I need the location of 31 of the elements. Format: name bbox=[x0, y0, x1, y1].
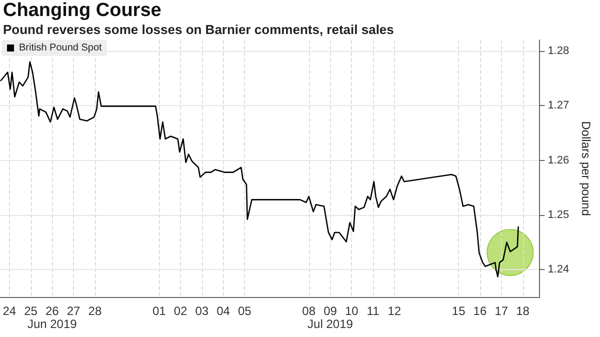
x-tick-label: 25 bbox=[24, 304, 38, 318]
chart-subtitle: Pound reverses some losses on Barnier comments, retail sales bbox=[3, 22, 394, 37]
x-tick-label: 27 bbox=[66, 304, 81, 318]
y-tick-label: 1.24 bbox=[548, 264, 570, 276]
x-tick-label: 03 bbox=[195, 304, 209, 318]
x-tick-label: 11 bbox=[366, 304, 380, 318]
x-tick-label: 09 bbox=[324, 304, 338, 318]
x-tick-label: 16 bbox=[473, 304, 487, 318]
x-tick-label: 08 bbox=[302, 304, 316, 318]
x-tick-label: 05 bbox=[238, 304, 252, 318]
chart-title: Changing Course bbox=[3, 0, 162, 22]
x-tick-label: 04 bbox=[216, 304, 230, 318]
y-tick-label: 1.27 bbox=[548, 100, 570, 112]
x-tick-label: 10 bbox=[344, 304, 359, 318]
x-tick-label: 17 bbox=[494, 304, 508, 318]
y-tick-label: 1.25 bbox=[548, 208, 570, 221]
x-tick-label: 26 bbox=[45, 304, 60, 318]
x-tick-label: 12 bbox=[388, 304, 402, 318]
x-tick-label: 24 bbox=[2, 304, 16, 318]
y-axis-title: Dollars per pound bbox=[579, 121, 593, 216]
x-tick-label: 01 bbox=[152, 304, 166, 318]
line-series bbox=[0, 61, 519, 278]
y-tick-label: 1.28 bbox=[548, 44, 570, 57]
x-tick-label: 02 bbox=[174, 304, 188, 318]
y-tick-label: 1.26 bbox=[548, 154, 570, 166]
x-tick-label: 18 bbox=[516, 304, 530, 318]
x-tick-label: 15 bbox=[452, 304, 466, 318]
text: Jun 2019 bbox=[26, 317, 78, 331]
legend-label: British Pound Spot bbox=[19, 42, 102, 54]
text: Jul 2019 bbox=[306, 317, 354, 331]
x-tick-label: 28 bbox=[88, 304, 102, 318]
